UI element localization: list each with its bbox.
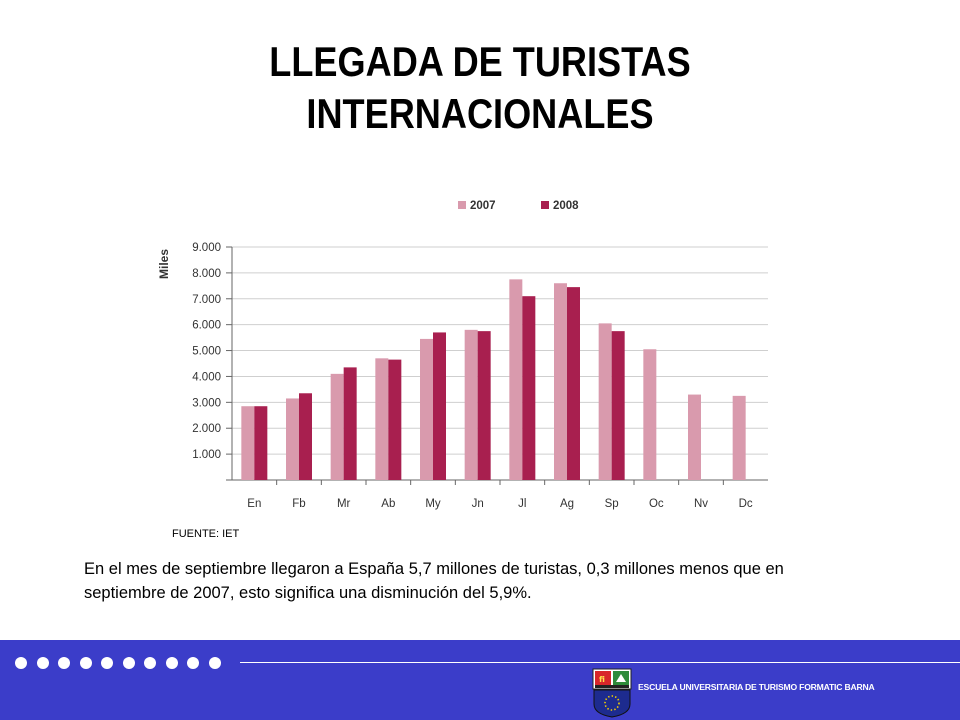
bar-2008-Fb [299,393,312,480]
y-tick-label: 7.000 [192,294,221,306]
bar-2007-Dc [732,395,746,480]
y-tick-label: 2.000 [192,423,221,435]
footer-dot [101,657,113,669]
chart-bars [241,279,746,480]
footer-divider [240,662,960,663]
bar-2007-Fb [286,398,299,480]
x-tick-label: Mr [337,498,351,510]
bar-2008-Jn [477,331,491,480]
bar-2008-Sp [611,331,625,480]
bar-2007-En [241,406,255,480]
x-tick-label: Dc [739,498,753,510]
bar-2008-Jl [522,296,536,480]
chart-legend: 2007 2008 [458,200,579,212]
bar-2008-En [254,406,268,480]
footer-dot [58,657,70,669]
y-axis-ticks: 1.000 2.000 3.000 4.000 5.000 6.000 7.000 8.000… [192,242,221,461]
footer-dot [15,657,27,669]
footer-dot [79,657,92,669]
footer-dot [122,657,135,669]
footer-dot [36,657,49,669]
bar-2007-Jl [509,279,523,480]
school-name: ESCUELA UNIVERSITARIA DE TURISMO FORMATI… [638,682,875,692]
legend-label-2008: 2008 [553,200,579,212]
footer-dot [144,657,156,669]
y-tick-label: 4.000 [192,371,221,383]
bar-2008-Mr [343,367,357,480]
y-tick-label: 6.000 [192,320,221,332]
footer-bar: fi ESCUELA UNIVERSITARIA DE TURISMO FORM… [0,640,960,720]
bar-2007-My [420,338,433,480]
x-tick-label: Jl [518,498,526,510]
bar-2007-Mr [330,373,344,480]
x-tick-label: Fb [292,498,305,510]
bar-2007-Ag [554,283,567,480]
x-tick-label: Nv [694,498,708,510]
y-axis-label: Miles [157,249,171,279]
x-tick-label: My [425,498,441,510]
x-axis-ticks: En Fb Mr Ab My Jn Jl Ag Sp Oc Nv Dc [247,480,753,510]
x-tick-label: Oc [649,498,664,510]
bar-2007-Sp [598,323,612,480]
x-tick-label: Sp [605,498,619,510]
y-tick-label: 8.000 [192,268,221,280]
bar-2007-Oc [643,349,657,480]
x-tick-label: Jn [472,498,484,510]
y-tick-label: 9.000 [192,242,221,254]
bar-2007-Nv [688,394,701,480]
x-tick-label: Ag [560,498,574,510]
svg-text:fi: fi [599,675,605,684]
footer-dot [208,657,221,669]
footer-dots [15,657,221,669]
title-line-1: LLEGADA DE TURISTAS [269,38,691,85]
bar-2008-Ag [567,287,580,480]
footer-dot [165,657,178,669]
legend-swatch-2007 [458,201,466,209]
legend-label-2007: 2007 [470,200,496,212]
arrivals-bar-chart: 2007 2008 Miles 1.000 2.000 3.000 4.000 5.000… [157,200,768,510]
chart-source: FUENTE: IET [172,528,240,540]
bar-2007-Jn [464,329,478,480]
y-tick-label: 3.000 [192,397,221,409]
chart-description: En el mes de septiembre llegaron a Españ… [84,560,784,602]
chart-gridlines [226,246,768,481]
footer-dot [187,657,199,669]
title-line-2: INTERNACIONALES [306,90,654,137]
x-tick-label: En [247,498,261,510]
bar-2008-Ab [388,359,402,480]
school-logo-icon: fi [592,668,632,718]
y-tick-label: 1.000 [192,449,221,461]
x-tick-label: Ab [381,498,395,510]
legend-swatch-2008 [541,201,549,209]
bar-2008-My [433,332,446,480]
y-tick-label: 5.000 [192,346,221,358]
bar-2007-Ab [375,358,389,480]
slide-title: LLEGADA DE TURISTAS INTERNACIONALES [67,36,893,140]
